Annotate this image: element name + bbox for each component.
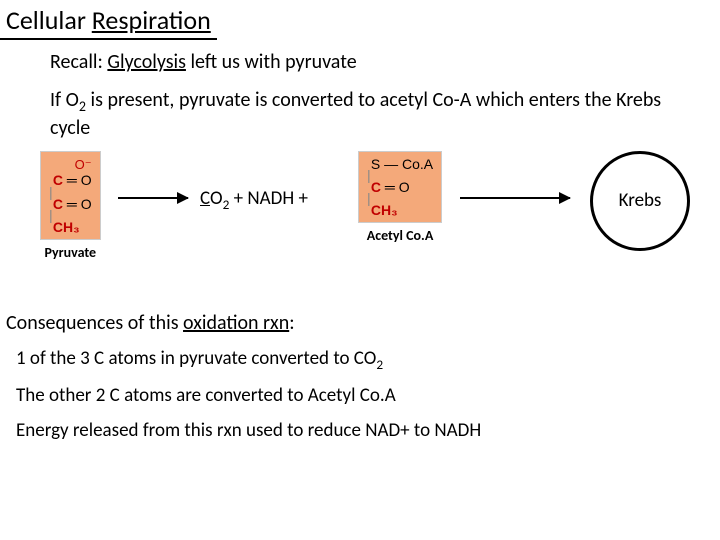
pyruvate-o-minus: O⁻ — [75, 157, 92, 172]
para-o2-sub: 2 — [79, 98, 86, 115]
para-o2: If O2 is present, pyruvate is converted … — [0, 88, 720, 141]
page-title: Cellular Respiration — [0, 0, 217, 40]
para-o2-a: If O — [50, 88, 79, 112]
co2-o: O — [210, 187, 223, 210]
conseq-pre: Consequences of this — [6, 311, 183, 335]
c1a: 1 of the 3 C atoms in pyruvate converted… — [16, 347, 376, 370]
pyruvate-c1: C — [53, 172, 63, 188]
krebs-circle: Krebs — [590, 151, 690, 251]
recall-prefix: Recall: — [50, 50, 107, 74]
title-underlined: Respiration — [92, 4, 211, 36]
consequence-2: The other 2 C atoms are converted to Ace… — [0, 384, 720, 407]
acetyl-molecule: S — Co.A | C ═ O | CH₃ Acetyl Co.A — [358, 151, 442, 244]
consequences-heading: Consequences of this oxidation rxn: — [0, 311, 720, 335]
eq3: ═ — [385, 179, 395, 195]
acetyl-c1: C — [371, 179, 381, 195]
consequence-1: 1 of the 3 C atoms in pyruvate converted… — [0, 347, 720, 373]
arrow-1 — [118, 197, 188, 199]
para-o2-b: is present, pyruvate is converted to ace… — [50, 88, 661, 140]
acetyl-o1: O — [399, 179, 410, 195]
acetyl-coa-txt: Co.A — [402, 156, 433, 172]
conseq-post: : — [289, 311, 294, 335]
pyruvate-ch3: CH₃ — [53, 219, 80, 235]
recall-line: Recall: Glycolysis left us with pyruvate — [0, 50, 720, 74]
co2-c: C — [200, 187, 210, 210]
pyruvate-label: Pyruvate — [40, 244, 101, 261]
acetyl-label: Acetyl Co.A — [358, 227, 442, 244]
pyruvate-o1: O — [81, 172, 92, 188]
eq1: ═ — [67, 172, 77, 188]
pyruvate-structure: O⁻ C ═ O | C ═ O | CH₃ — [40, 151, 101, 240]
products-text: CO2 + NADH + — [200, 187, 308, 213]
arrow-2 — [460, 197, 570, 199]
acetyl-s: S — [371, 156, 380, 172]
recall-rest: left us with pyruvate — [186, 50, 357, 74]
consequence-3: Energy released from this rxn used to re… — [0, 419, 720, 442]
conseq-u: oxidation rxn — [183, 311, 289, 335]
pyruvate-c2: C — [53, 196, 63, 212]
products-rest: + NADH + — [229, 187, 308, 210]
reaction-diagram: O⁻ C ═ O | C ═ O | CH₃ Pyruvate CO2 + NA… — [0, 147, 720, 297]
acetyl-ch3: CH₃ — [371, 202, 398, 218]
pyruvate-molecule: O⁻ C ═ O | C ═ O | CH₃ Pyruvate — [40, 151, 101, 261]
title-plain: Cellular — [6, 4, 92, 36]
krebs-label: Krebs — [619, 189, 662, 212]
eq2: ═ — [67, 196, 77, 212]
c1b: 2 — [376, 355, 383, 372]
recall-glycolysis: Glycolysis — [107, 50, 186, 74]
acetyl-structure: S — Co.A | C ═ O | CH₃ — [358, 151, 442, 223]
pyruvate-o2: O — [81, 196, 92, 212]
